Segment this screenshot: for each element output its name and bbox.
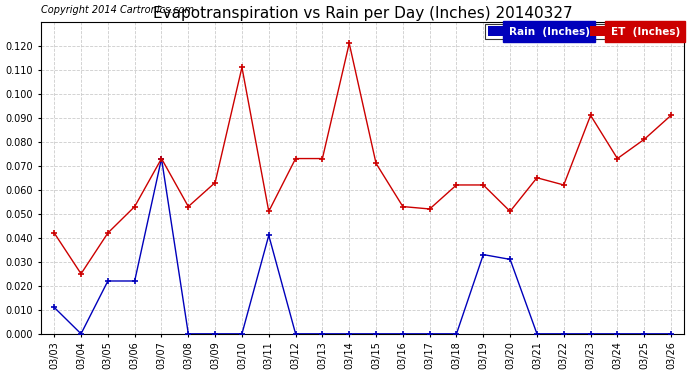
Title: Evapotranspiration vs Rain per Day (Inches) 20140327: Evapotranspiration vs Rain per Day (Inch… (152, 6, 573, 21)
Legend: Rain  (Inches), ET  (Inches): Rain (Inches), ET (Inches) (485, 24, 682, 39)
Text: Copyright 2014 Cartronics.com: Copyright 2014 Cartronics.com (41, 6, 194, 15)
